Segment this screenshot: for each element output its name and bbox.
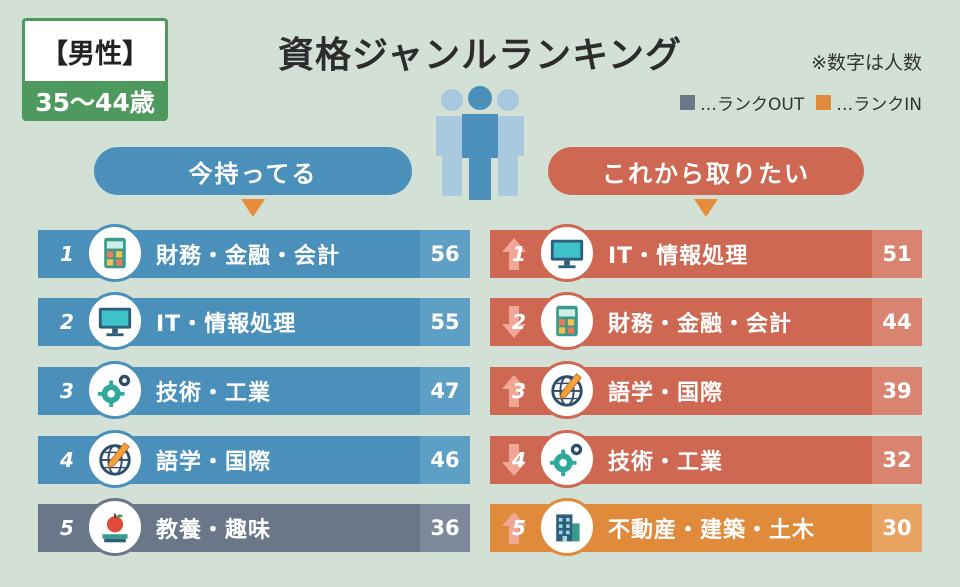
legend-swatch-out xyxy=(680,95,696,110)
legend-label-in: …ランクIN xyxy=(836,95,922,115)
rank-down-arrow-icon xyxy=(500,442,528,478)
header-have-now: 今持ってる xyxy=(94,147,412,195)
value-label: 55 xyxy=(420,298,470,346)
rank-number: 4 xyxy=(60,448,74,472)
rank-number: 3 xyxy=(60,379,74,403)
category-label: 技術・工業 xyxy=(608,450,724,475)
building-icon xyxy=(538,498,596,556)
people-icon xyxy=(436,86,524,200)
category-label: IT・情報処理 xyxy=(156,312,297,337)
legend-item-in: …ランクIN xyxy=(816,90,922,115)
rank-number: 5 xyxy=(512,516,526,540)
legend-swatch-in xyxy=(816,95,832,110)
rank-number: 4 xyxy=(512,448,526,472)
gender-label: 【男性】 xyxy=(41,38,149,70)
books-apple-icon xyxy=(86,498,144,556)
unit-note: ※数字は人数 xyxy=(811,52,922,74)
category-label: 語学・国際 xyxy=(156,450,272,475)
category-label: 財務・金融・会計 xyxy=(156,244,341,269)
monitor-icon xyxy=(538,224,596,282)
value-label: 44 xyxy=(872,298,922,346)
rank-number: 2 xyxy=(60,310,74,334)
category-label: 不動産・建築・土木 xyxy=(608,518,816,543)
gears-icon xyxy=(86,361,144,419)
rank-number: 1 xyxy=(512,242,526,266)
header-pointer-right xyxy=(694,199,718,217)
ranking-row: 3 技術・工業 47 xyxy=(38,361,470,419)
ranking-row: 3 語学・国際 39 xyxy=(490,361,922,419)
demographic-badge: 【男性】 35～44歳 xyxy=(22,18,168,121)
calculator-icon xyxy=(538,292,596,350)
value-label: 39 xyxy=(872,367,922,415)
category-label: IT・情報処理 xyxy=(608,244,749,269)
calculator-icon xyxy=(86,224,144,282)
value-label: 46 xyxy=(420,436,470,484)
header-pointer-left xyxy=(241,199,265,217)
globe-pen-icon xyxy=(86,430,144,488)
ranking-row: 4 技術・工業 32 xyxy=(490,430,922,488)
page-title: 資格ジャンルランキング xyxy=(277,35,683,76)
value-label: 47 xyxy=(420,367,470,415)
rank-up-arrow-icon xyxy=(500,373,528,409)
ranking-row: 4 語学・国際 46 xyxy=(38,430,470,488)
category-label: 財務・金融・会計 xyxy=(608,312,793,337)
rank-number: 3 xyxy=(512,379,526,403)
category-label: 技術・工業 xyxy=(156,381,272,406)
ranking-row: 1 IT・情報処理 51 xyxy=(490,224,922,282)
legend-item-out: …ランクOUT xyxy=(680,90,804,115)
category-label: 語学・国際 xyxy=(608,381,724,406)
ranking-row: 2 財務・金融・会計 44 xyxy=(490,292,922,350)
value-label: 32 xyxy=(872,436,922,484)
rank-up-arrow-icon xyxy=(500,510,528,546)
rank-down-arrow-icon xyxy=(500,304,528,340)
value-label: 36 xyxy=(420,504,470,552)
value-label: 51 xyxy=(872,230,922,278)
rank-number: 2 xyxy=(512,310,526,334)
ranking-row: 1 財務・金融・会計 56 xyxy=(38,224,470,282)
category-label: 教養・趣味 xyxy=(156,518,272,543)
rank-number: 1 xyxy=(60,242,74,266)
gears-icon xyxy=(538,430,596,488)
rank-number: 5 xyxy=(60,516,74,540)
monitor-icon xyxy=(86,292,144,350)
value-label: 56 xyxy=(420,230,470,278)
legend: …ランクOUT …ランクIN xyxy=(668,90,922,115)
ranking-row: 5 教養・趣味 36 xyxy=(38,498,470,556)
globe-pen-icon xyxy=(538,361,596,419)
ranking-row: 5 不動産・建築・土木 30 xyxy=(490,498,922,556)
value-label: 30 xyxy=(872,504,922,552)
header-want-to-get: これから取りたい xyxy=(548,147,864,195)
legend-label-out: …ランクOUT xyxy=(700,95,805,115)
age-label: 35～44歳 xyxy=(25,81,165,118)
ranking-row: 2 IT・情報処理 55 xyxy=(38,292,470,350)
rank-up-arrow-icon xyxy=(500,236,528,272)
